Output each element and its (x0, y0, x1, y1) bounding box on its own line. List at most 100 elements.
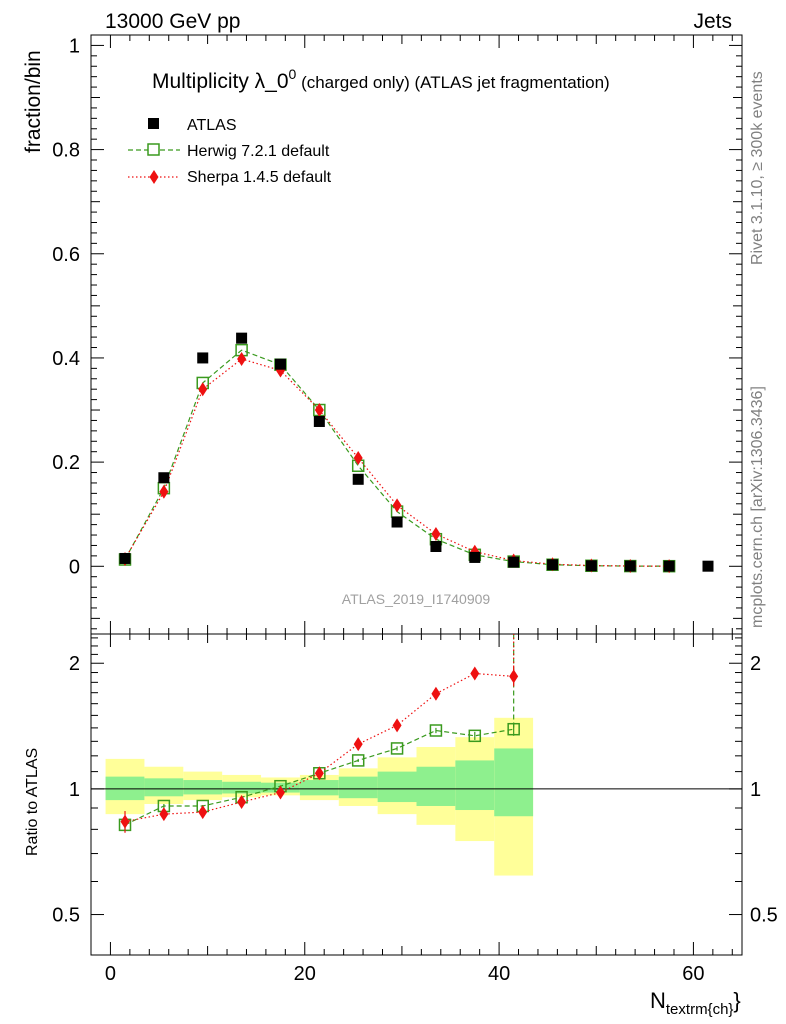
data-point (274, 358, 286, 370)
header-left: 13000 GeV pp (105, 10, 240, 33)
legend: ATLAS Herwig 7.2.1 default Sherpa 1.4.5 … (128, 117, 332, 186)
xlabel-main: N (650, 988, 666, 1013)
data-point (314, 403, 324, 418)
legend-herwig: Herwig 7.2.1 default (128, 143, 330, 160)
data-point (624, 560, 636, 572)
data-point (430, 540, 442, 552)
band-inner-bin (416, 766, 456, 806)
ratio-point (353, 737, 363, 752)
plot-title: Multiplicity λ_00 (charged only) (ATLAS … (152, 66, 610, 93)
data-point (237, 351, 247, 366)
plot-title-rest: (charged only) (ATLAS jet fragmentation) (296, 73, 609, 92)
y-tick-label: 0 (69, 556, 80, 578)
legend-sherpa: Sherpa 1.4.5 default (128, 169, 332, 186)
y-tick-label: 0.8 (52, 140, 80, 162)
legend-atlas: ATLAS (148, 117, 237, 134)
y-tick-label: 1 (69, 35, 80, 57)
xlabel-close: } (733, 988, 740, 1013)
ratio-point (429, 724, 443, 737)
ratio-point (509, 669, 519, 684)
ratio-point (314, 766, 324, 781)
data-point (469, 551, 481, 563)
main-ylabel: fraction/bin (22, 50, 45, 153)
ratio-point (390, 742, 404, 755)
header-right: Jets (693, 10, 732, 33)
data-point (198, 382, 208, 397)
ratio-point (237, 795, 247, 810)
y-tick-label: 0.6 (52, 244, 80, 266)
band-inner-bin (494, 748, 534, 817)
axes: 0 20 40 60 0 0.2 0.4 0.6 0.8 1 0.5 0.5 1 1 2 2 (52, 34, 778, 985)
data-point (508, 556, 520, 568)
ratio-plot-frame (90, 633, 743, 956)
data-point (119, 552, 131, 564)
analysis-watermark: ATLAS_2019_I1740909 (342, 591, 491, 607)
series-line (124, 349, 670, 567)
x-tick-label: 40 (488, 963, 510, 985)
ratio-y-tick-label: 1 (69, 779, 80, 801)
band-inner-bin (222, 781, 262, 794)
data-point (391, 516, 403, 528)
plot-title-main: Multiplicity λ_0 (152, 70, 289, 93)
data-point (392, 498, 402, 513)
band-inner-bin (455, 760, 495, 811)
x-tick-label: 20 (294, 963, 316, 985)
ratio-uncertainty-bands (91, 717, 742, 876)
main-series-sherpa (120, 351, 674, 574)
legend-sherpa-marker (149, 170, 159, 184)
main-series-herwig (118, 343, 676, 573)
ratio-point (159, 807, 169, 822)
ratio-point (468, 729, 482, 743)
xlabel-sub: textrm{ch} (666, 1001, 734, 1018)
plot-title-sup: 0 (289, 66, 297, 82)
data-point (236, 332, 248, 344)
ratio-point (392, 718, 402, 733)
data-point (313, 415, 325, 427)
data-point (159, 484, 169, 499)
x-tick-label: 0 (105, 963, 116, 985)
band-inner-bin (105, 776, 145, 801)
legend-herwig-marker (147, 143, 160, 156)
x-tick-label: 60 (682, 963, 704, 985)
ratio-ylabel: Ratio to ATLAS (24, 748, 41, 856)
y-tick-label: 0.4 (52, 348, 80, 370)
ratio-point (470, 666, 480, 681)
data-point (547, 559, 559, 571)
data-point (197, 352, 209, 364)
series-line (124, 634, 515, 823)
ratio-point (120, 814, 130, 829)
legend-atlas-marker (148, 118, 159, 129)
data-point (585, 560, 597, 572)
band-inner-bin (144, 778, 184, 797)
ratio-point (351, 754, 365, 767)
ratio-xlabel: Ntextrm{ch}} (650, 988, 741, 1018)
main-series-atlas (119, 332, 714, 572)
data-point (158, 472, 170, 484)
data-point (353, 450, 363, 465)
legend-atlas-label: ATLAS (187, 117, 237, 134)
legend-sherpa-label: Sherpa 1.4.5 default (187, 169, 332, 186)
ratio-y-tick-label: 0.5 (52, 905, 80, 927)
ratio-point (507, 722, 520, 736)
band-inner-bin (299, 780, 339, 796)
ratio-y-tick-label-right: 0.5 (750, 905, 778, 927)
ratio-point (198, 805, 208, 820)
ratio-y-tick-label-right: 2 (750, 653, 761, 675)
y-tick-label: 0.2 (52, 452, 80, 474)
data-point (663, 560, 675, 572)
ratio-y-tick-label: 2 (69, 653, 80, 675)
data-point (431, 526, 441, 541)
band-inner-bin (338, 776, 378, 799)
band-inner-bin (183, 780, 223, 795)
ratio-point (431, 686, 441, 701)
data-series (118, 332, 714, 833)
side-label-bottom: mcplots.cern.ch [arXiv:1306.3436] (749, 386, 766, 628)
legend-herwig-label: Herwig 7.2.1 default (187, 143, 330, 160)
side-label-top: Rivet 3.1.10, ≥ 300k events (749, 71, 766, 265)
data-point (352, 473, 364, 485)
ratio-y-tick-label-right: 1 (750, 779, 761, 801)
series-line (124, 634, 515, 826)
ratio-series-sherpa (120, 634, 519, 833)
ratio-point (275, 785, 285, 800)
